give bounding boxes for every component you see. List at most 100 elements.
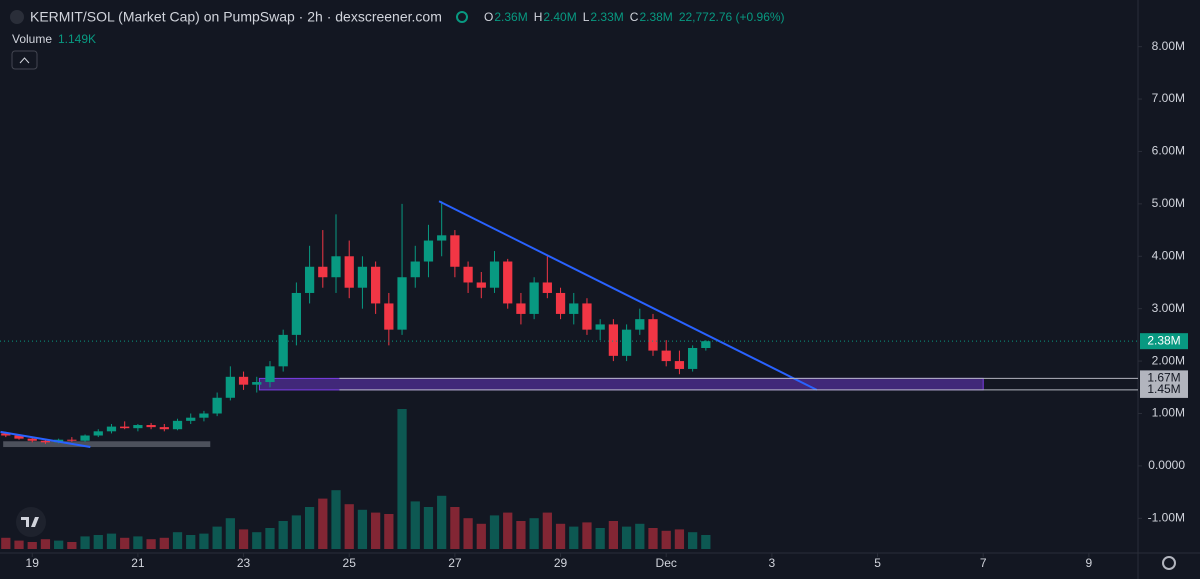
- ohlc-value: 2.36M: [494, 10, 527, 24]
- y-tick-label: 0.0000: [1148, 458, 1185, 472]
- y-tick-label: 7.00M: [1152, 91, 1185, 105]
- volume-bar: [423, 507, 434, 549]
- volume-bar: [1, 537, 11, 549]
- collapse-button[interactable]: [11, 50, 38, 70]
- volume-bar: [608, 521, 619, 549]
- x-tick-label: 7: [980, 556, 987, 570]
- candle-body: [437, 235, 447, 241]
- candle-body: [40, 440, 51, 443]
- volume-bar: [437, 495, 447, 549]
- token-icon: [10, 10, 24, 24]
- candle-body: [159, 427, 169, 430]
- candle-body: [238, 376, 249, 385]
- volume-bar: [291, 515, 302, 549]
- candle-body: [569, 303, 579, 314]
- candle-body: [450, 235, 460, 267]
- volume-bar: [318, 498, 328, 549]
- candle-body: [423, 240, 434, 262]
- candle-body: [93, 431, 103, 436]
- volume-bar: [106, 533, 117, 549]
- x-tick-label: 21: [131, 556, 145, 570]
- ohlc-value: 2.40M: [543, 10, 576, 24]
- volume-bar: [357, 509, 368, 549]
- volume-bar: [635, 523, 645, 549]
- candle-body: [291, 292, 302, 335]
- status-dot: [456, 11, 468, 23]
- volume-bar: [159, 537, 169, 549]
- candle-body: [278, 334, 288, 367]
- x-tick-label: 3: [769, 556, 776, 570]
- candle-body: [172, 420, 183, 430]
- volume-bar: [186, 535, 196, 549]
- price-tag: [1140, 333, 1188, 350]
- volume-bar: [595, 528, 605, 549]
- volume-bar: [661, 530, 671, 549]
- candle-body: [621, 329, 632, 356]
- candle-body: [688, 347, 698, 369]
- candle-body: [265, 366, 275, 383]
- volume-bar: [80, 536, 90, 549]
- candle-body: [635, 319, 645, 330]
- candle-body: [146, 425, 156, 428]
- candle-body: [476, 282, 486, 288]
- volume-bar: [54, 540, 64, 549]
- collapse-icon: [19, 57, 30, 64]
- volume-bar: [93, 535, 103, 549]
- ohlc-key: O: [484, 10, 493, 24]
- candle-body: [489, 261, 500, 288]
- candle-body: [106, 426, 117, 432]
- volume-bar: [701, 535, 711, 549]
- price-tag-label: 1.45M: [1147, 382, 1180, 396]
- volume-bar: [674, 529, 685, 549]
- candle-body: [67, 439, 77, 441]
- change-value: 22,772.76 (+0.96%): [679, 10, 785, 24]
- y-tick-label: 3.00M: [1152, 301, 1185, 315]
- logo[interactable]: [16, 507, 46, 537]
- volume-bar: [14, 540, 24, 549]
- volume-bar: [489, 515, 500, 549]
- volume-bar: [503, 512, 513, 549]
- y-tick-label: 8.00M: [1152, 39, 1185, 53]
- volume-bar: [212, 526, 222, 549]
- candle-body: [120, 426, 130, 429]
- candle-body: [1, 433, 11, 436]
- volume-bar: [450, 507, 460, 549]
- x-tick-label: 23: [237, 556, 251, 570]
- trendline: [0, 430, 91, 449]
- y-tick-label: 2.00M: [1152, 353, 1185, 367]
- candle-body: [371, 266, 381, 304]
- candle-body: [582, 303, 592, 330]
- volume-bar: [265, 528, 275, 549]
- ohlc-key: L: [583, 10, 590, 24]
- candle-body: [648, 319, 658, 351]
- volume-bar: [463, 518, 473, 549]
- ohlc-key: C: [630, 10, 639, 24]
- ohlc-value: 2.33M: [590, 10, 623, 24]
- trendline: [438, 200, 818, 391]
- candle-body: [212, 397, 222, 414]
- volume-bar: [199, 533, 209, 549]
- ohlc-value: 2.38M: [639, 10, 672, 24]
- price-tag-label: 1.67M: [1147, 371, 1180, 385]
- settings-icon[interactable]: [1162, 556, 1176, 570]
- candle-body: [410, 261, 420, 278]
- candle-body: [186, 417, 196, 421]
- volume-bar: [278, 521, 288, 549]
- candle-body: [304, 266, 315, 293]
- volume-bar: [542, 512, 552, 549]
- candle-body: [529, 282, 539, 314]
- volume-bar: [120, 537, 130, 549]
- y-tick-label: 4.00M: [1152, 248, 1185, 262]
- logo-mark: [21, 517, 39, 527]
- y-tick-label: 5.00M: [1152, 196, 1185, 210]
- candle-body: [318, 266, 328, 278]
- candle-body: [555, 292, 566, 314]
- volume-value: 1.149K: [58, 32, 96, 46]
- chart-title: KERMIT/SOL (Market Cap) on PumpSwap · 2h…: [30, 9, 442, 25]
- volume-bar: [331, 490, 341, 549]
- volume-bar: [304, 507, 315, 549]
- volume-bar: [40, 539, 51, 549]
- volume-bar: [529, 518, 539, 549]
